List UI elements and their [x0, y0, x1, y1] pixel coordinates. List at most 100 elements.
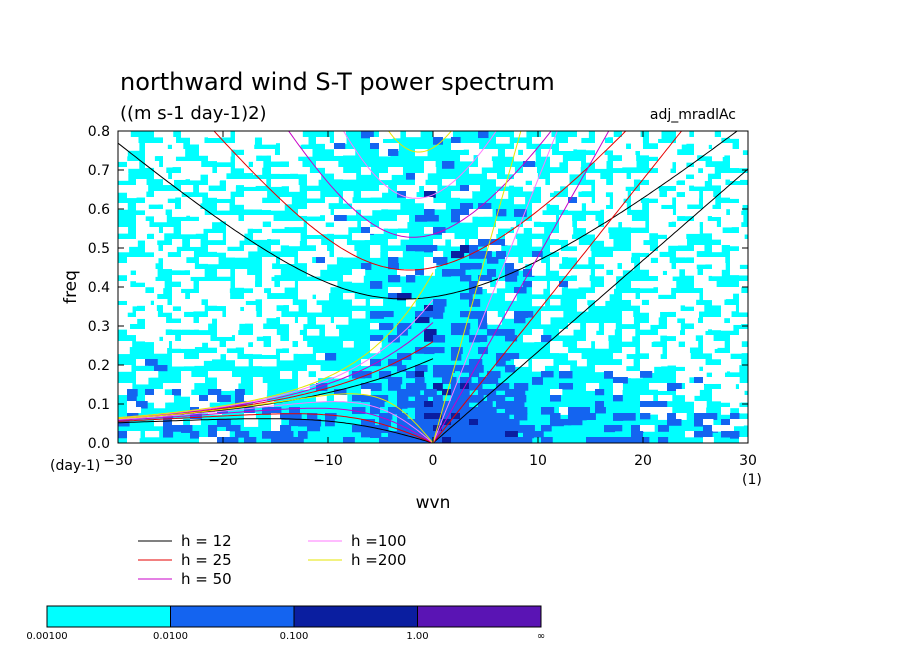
- dataset-label: adj_mradlAc: [650, 107, 736, 123]
- heatmap-cell: [307, 413, 318, 420]
- heatmap-cell: [487, 413, 498, 420]
- heatmap-cell: [397, 365, 407, 372]
- heatmap-cell: [613, 353, 627, 360]
- heatmap-cell: [289, 413, 302, 421]
- heatmap-cell: [280, 425, 292, 433]
- heatmap-cell: [451, 431, 466, 438]
- heatmap-cell: [604, 143, 619, 151]
- heatmap-cell: [262, 329, 277, 337]
- heatmap-cell: [262, 281, 275, 289]
- heatmap-cell: [388, 437, 403, 443]
- heatmap-cell: [127, 191, 137, 199]
- heatmap-cell: [676, 209, 691, 217]
- heatmap-cell: [676, 299, 686, 306]
- heatmap-cell: [289, 239, 300, 247]
- heatmap-cell: [388, 251, 403, 258]
- heatmap-cell: [505, 401, 520, 409]
- heatmap-cell: [460, 209, 474, 217]
- heatmap-cell: [199, 323, 209, 331]
- inertio-gravity-curve: [342, 131, 497, 199]
- mrg-curve: [118, 272, 434, 419]
- kelvin-curve: [432, 131, 522, 443]
- heatmap-cell: [370, 359, 381, 367]
- heatmap-cell: [226, 143, 240, 150]
- heatmap-cell: [595, 131, 608, 138]
- heatmap-cell: [298, 317, 308, 325]
- heatmap-cell: [181, 263, 195, 271]
- inertio-gravity-curve: [118, 131, 738, 300]
- heatmap-cell: [604, 275, 617, 283]
- heatmap-cell: [460, 437, 474, 443]
- heatmap-cell: [424, 227, 436, 234]
- heatmap-cell: [172, 419, 184, 426]
- heatmap-cell: [550, 347, 561, 354]
- heatmap-cell: [163, 155, 176, 162]
- heatmap-cell: [595, 191, 606, 198]
- heatmap-cell: [703, 293, 716, 301]
- heatmap-cell: [523, 257, 533, 265]
- heatmap-cell: [145, 317, 160, 324]
- heatmap-cell: [649, 149, 663, 157]
- heatmap-cell: [226, 425, 241, 432]
- heatmap-cell: [739, 305, 748, 313]
- heatmap-cell: [451, 437, 462, 443]
- heatmap-cell: [118, 227, 129, 234]
- heatmap-cell: [172, 239, 183, 247]
- heatmap-cell: [433, 131, 447, 138]
- heatmap-cell: [541, 215, 556, 223]
- heatmap-cell: [154, 167, 167, 175]
- heatmap-cell: [127, 299, 138, 307]
- heatmap-cell: [271, 311, 282, 318]
- heatmap-cell: [703, 347, 715, 354]
- heatmap-cell: [613, 191, 628, 199]
- heatmap-cell: [676, 335, 688, 342]
- heatmap-cell: [712, 323, 726, 331]
- heatmap-cell: [145, 143, 155, 151]
- heatmap-cell: [604, 365, 617, 372]
- heatmap-cell: [730, 209, 742, 217]
- heatmap-cell: [307, 287, 319, 295]
- heatmap-cell: [136, 215, 146, 223]
- heatmap-cell: [361, 227, 374, 235]
- heatmap-cell: [739, 269, 748, 276]
- heatmap-cell: [631, 437, 646, 443]
- heatmap-cell: [190, 431, 200, 439]
- heatmap-cell: [640, 401, 653, 408]
- heatmap-cell: [235, 431, 250, 438]
- heatmap-cell: [730, 359, 742, 366]
- heatmap-cell: [460, 401, 470, 409]
- heatmap-cell: [505, 257, 519, 265]
- heatmap-cell: [595, 407, 606, 414]
- heatmap-cell: [217, 395, 231, 402]
- heatmap-cell: [685, 365, 700, 373]
- heatmap-cell: [487, 245, 502, 252]
- heatmap-cell: [658, 149, 668, 156]
- heatmap-cell: [739, 137, 748, 145]
- heatmap-cell: [640, 185, 654, 193]
- heatmap-cell: [217, 143, 227, 151]
- heatmap-cell: [514, 407, 528, 415]
- heatmap-cell: [649, 347, 663, 355]
- heatmap-cell: [244, 311, 257, 318]
- heatmap-cell: [703, 317, 716, 325]
- heatmap-cell: [730, 251, 743, 259]
- heatmap-cell: [640, 407, 651, 415]
- heatmap-cell: [334, 137, 347, 145]
- heatmap-cell: [478, 323, 488, 330]
- heatmap-cell: [604, 437, 616, 443]
- heatmap-cell: [136, 401, 148, 409]
- colorbar-swatch: [417, 605, 542, 628]
- heatmap-cell: [208, 437, 223, 443]
- heatmap-cell: [289, 305, 299, 312]
- heatmap-cell: [730, 263, 740, 271]
- heatmap-cell: [460, 203, 474, 211]
- heatmap-cell: [208, 287, 223, 295]
- heatmap-cell: [478, 131, 489, 139]
- heatmap-cell: [460, 419, 471, 427]
- heatmap-cell: [469, 425, 480, 432]
- heatmap-cell: [559, 281, 574, 288]
- heatmap-cell: [307, 305, 322, 313]
- inertio-gravity-curve: [387, 131, 452, 153]
- heatmap-cell: [469, 407, 484, 414]
- heatmap-cell: [694, 257, 706, 265]
